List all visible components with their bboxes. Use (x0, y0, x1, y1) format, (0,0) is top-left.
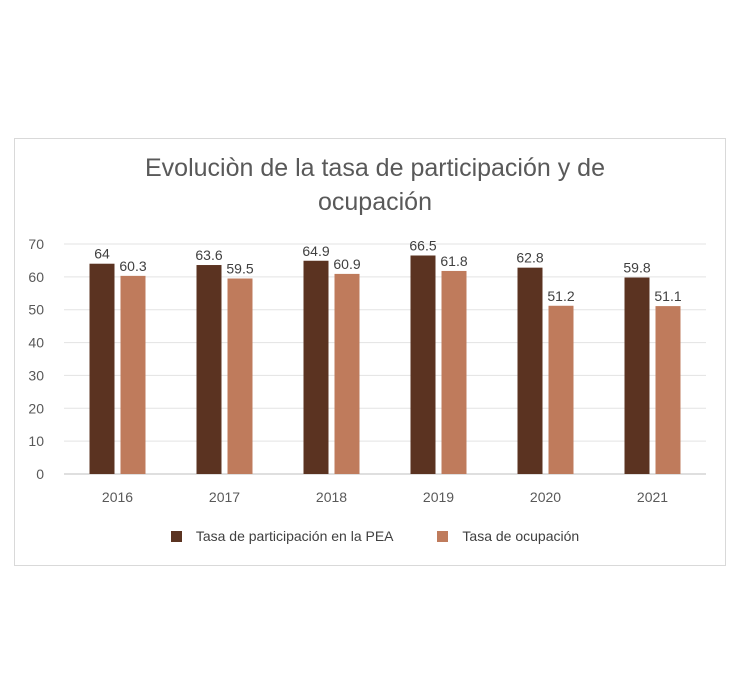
data-label: 59.8 (623, 260, 650, 276)
data-label: 51.2 (547, 288, 574, 304)
chart-legend: Tasa de participación en la PEA Tasa de … (0, 528, 750, 544)
bar (410, 255, 436, 474)
data-label: 63.6 (195, 247, 222, 263)
x-tick-label: 2021 (637, 489, 668, 505)
x-tick-label: 2018 (316, 489, 347, 505)
bar (227, 278, 253, 474)
data-label: 64 (94, 246, 110, 262)
data-label: 61.8 (440, 253, 467, 269)
chart-title-line-2: ocupación (318, 188, 432, 216)
bar (655, 306, 681, 474)
bar (303, 260, 329, 474)
y-tick-label: 70 (28, 236, 44, 252)
x-tick-label: 2020 (530, 489, 561, 505)
y-tick-label: 30 (28, 367, 44, 383)
x-tick-label: 2019 (423, 489, 454, 505)
data-label: 62.8 (516, 250, 543, 266)
bar (89, 263, 115, 474)
y-tick-label: 50 (28, 302, 44, 318)
y-tick-label: 60 (28, 269, 44, 285)
y-tick-label: 0 (36, 466, 44, 482)
y-tick-label: 10 (28, 433, 44, 449)
bar (441, 270, 467, 474)
legend-label-participacion: Tasa de participación en la PEA (195, 528, 394, 544)
legend-item-participacion: Tasa de participación en la PEA (170, 528, 394, 544)
chart-title-line-1: Evoluciòn de la tasa de participación y … (144, 154, 605, 182)
y-tick-label: 40 (28, 335, 44, 351)
bar (196, 265, 222, 474)
x-tick-label: 2016 (102, 489, 133, 505)
legend-label-ocupacion: Tasa de ocupación (462, 528, 580, 544)
bar (334, 273, 360, 474)
data-label: 59.5 (226, 261, 253, 277)
bar (120, 275, 146, 474)
legend-swatch-participacion (170, 531, 182, 542)
data-label: 60.3 (119, 258, 146, 274)
bar (517, 267, 543, 474)
data-label: 66.5 (409, 238, 436, 254)
x-tick-label: 2017 (209, 489, 240, 505)
legend-swatch-ocupacion (437, 531, 449, 542)
data-label: 60.9 (333, 256, 360, 272)
data-label: 51.1 (654, 288, 681, 304)
y-tick-label: 20 (28, 400, 44, 416)
legend-item-ocupacion: Tasa de ocupación (437, 528, 579, 544)
bar (624, 277, 650, 474)
bar (548, 305, 574, 474)
data-label: 64.9 (302, 243, 329, 259)
